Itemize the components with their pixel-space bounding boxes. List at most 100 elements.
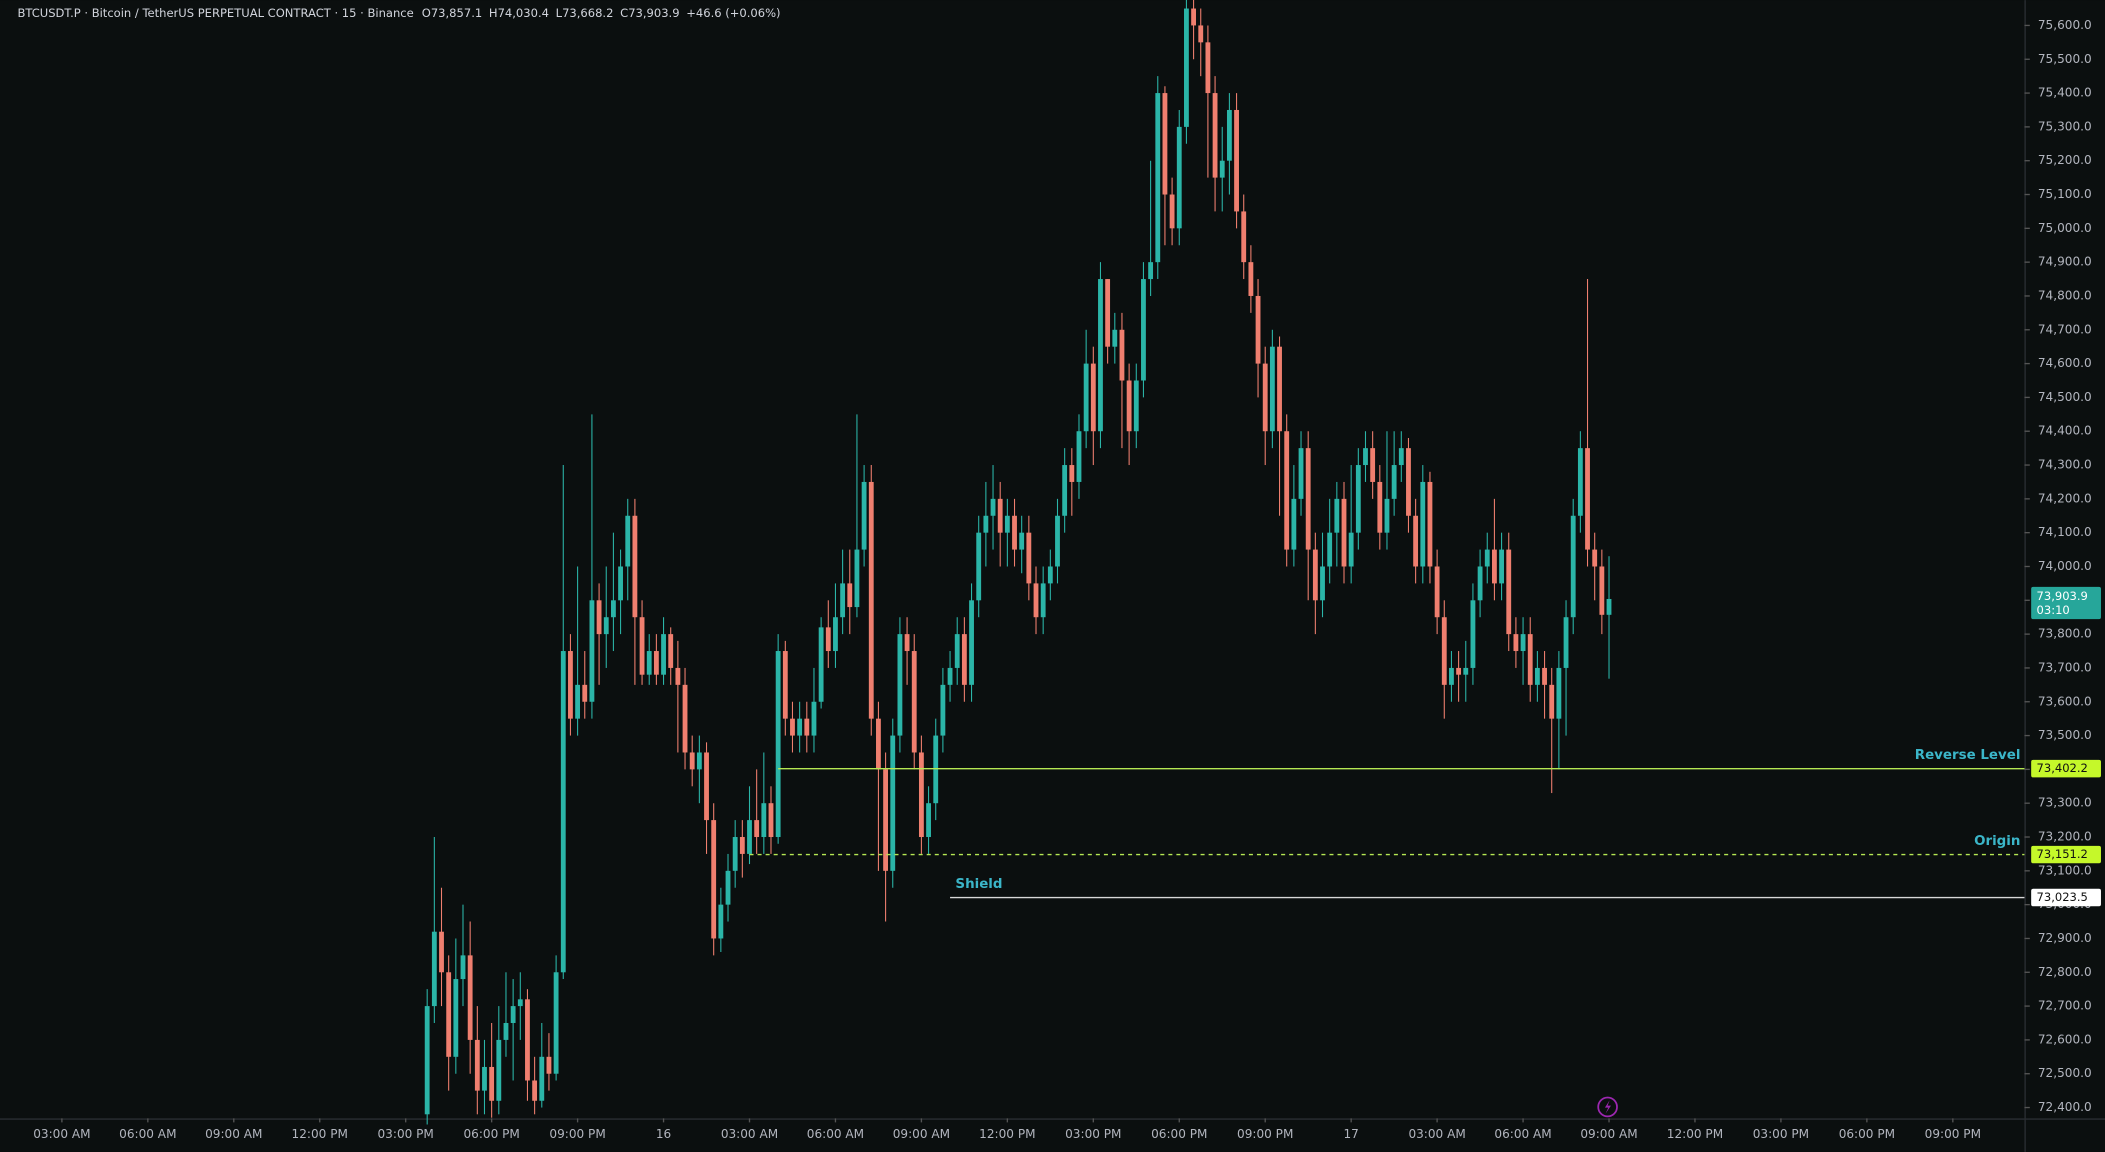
- readout-value: L73,668.2: [556, 6, 614, 20]
- ohlc-readout: O73,857.1 H74,030.4 L73,668.2 C73,903.9 +46.…: [422, 6, 781, 20]
- candle-body: [460, 955, 466, 980]
- candle-body: [868, 481, 874, 719]
- candle-body: [1241, 211, 1247, 263]
- candle-body: [553, 972, 559, 1074]
- candle-body: [682, 684, 688, 753]
- candle-body: [482, 1066, 487, 1091]
- candle-body: [876, 718, 881, 770]
- candle-body: [532, 1080, 538, 1101]
- y-tick-label: 73,100.0: [2038, 863, 2092, 877]
- y-tick-label: 75,300.0: [2038, 119, 2092, 133]
- candle-body: [1398, 448, 1404, 466]
- candle-body: [446, 972, 452, 1057]
- x-tick-label: 17: [1343, 1127, 1358, 1141]
- candle-body: [1155, 93, 1161, 263]
- candle-body: [1004, 515, 1010, 533]
- candle-body: [1248, 262, 1254, 296]
- y-tick-label: 72,900.0: [2038, 931, 2092, 945]
- candle-body: [1377, 481, 1383, 533]
- candle-body: [1047, 566, 1053, 584]
- level-name: Reverse Level: [1915, 748, 2021, 763]
- candle-body: [1420, 481, 1426, 567]
- candle-body: [1363, 448, 1368, 466]
- candle-body: [861, 481, 867, 550]
- candle-body: [918, 752, 924, 838]
- x-tick-label: 06:00 PM: [1151, 1127, 1207, 1141]
- y-tick-label: 75,400.0: [2038, 86, 2092, 100]
- y-tick-label: 72,400.0: [2038, 1100, 2092, 1114]
- candle-body: [1542, 667, 1547, 685]
- candle-body: [1449, 667, 1454, 685]
- candle-body: [997, 498, 1003, 533]
- candle-body: [639, 617, 645, 675]
- candle-body: [911, 651, 917, 753]
- y-tick-label: 74,800.0: [2038, 288, 2092, 302]
- candle-body: [575, 684, 581, 719]
- y-tick-label: 74,700.0: [2038, 322, 2092, 336]
- candle-body: [546, 1056, 552, 1074]
- candle-body: [1069, 465, 1075, 482]
- candle-body: [1434, 566, 1440, 618]
- candle-body: [1083, 363, 1089, 432]
- alert-icon[interactable]: [1597, 1096, 1618, 1118]
- candle-body: [1184, 8, 1189, 127]
- candle-body: [1076, 431, 1082, 482]
- candle-body: [890, 735, 896, 871]
- x-tick-label: 06:00 AM: [1494, 1127, 1551, 1141]
- candle-body: [1491, 549, 1497, 584]
- candle-body: [990, 498, 996, 516]
- candle-body: [661, 634, 666, 675]
- candle-body: [854, 549, 860, 608]
- y-tick-label: 74,900.0: [2038, 255, 2092, 269]
- candle-body: [1162, 93, 1168, 195]
- x-tick-label: 09:00 PM: [1237, 1127, 1293, 1141]
- candle-body: [739, 837, 745, 854]
- candle-body: [732, 837, 738, 871]
- readout-value: +46.6 (+0.06%): [686, 6, 780, 20]
- candle-body: [1291, 498, 1297, 550]
- candle-body: [1212, 93, 1218, 178]
- candle-body: [582, 684, 588, 702]
- candle-body: [818, 627, 824, 702]
- y-tick-label: 72,500.0: [2038, 1066, 2092, 1080]
- candle-body: [603, 617, 609, 635]
- candle-body: [1098, 279, 1103, 432]
- y-tick-label: 73,700.0: [2038, 660, 2092, 674]
- candle-body: [1176, 126, 1182, 229]
- level-price-label: 73,151.2: [2037, 847, 2088, 861]
- candle-body: [1606, 598, 1612, 615]
- y-tick-label: 73,800.0: [2038, 627, 2092, 641]
- x-tick-label: 12:00 PM: [979, 1127, 1035, 1141]
- candle-body: [1413, 515, 1419, 567]
- candle-body: [1219, 160, 1225, 178]
- candle-body: [525, 999, 530, 1081]
- candle-body: [833, 617, 838, 652]
- candle-body: [1234, 109, 1239, 212]
- candle-body: [933, 735, 939, 804]
- candle-body: [1384, 498, 1390, 533]
- readout-value: O73,857.1: [422, 6, 482, 20]
- candle-body: [1341, 498, 1347, 567]
- x-tick-label: 03:00 AM: [33, 1127, 90, 1141]
- x-tick-label: 16: [656, 1127, 671, 1141]
- y-tick-label: 74,600.0: [2038, 356, 2092, 370]
- level-price-label: 73,402.2: [2037, 761, 2088, 775]
- candle-body: [646, 651, 652, 675]
- candle-body: [811, 701, 817, 736]
- candle-body: [1033, 583, 1039, 618]
- candle-body: [1112, 329, 1118, 347]
- x-tick-label: 03:00 AM: [1408, 1127, 1465, 1141]
- x-tick-label: 09:00 PM: [1925, 1127, 1981, 1141]
- candle-body: [510, 1006, 516, 1023]
- candle-body: [1427, 481, 1433, 567]
- candle-body: [704, 752, 709, 821]
- candle-body: [1527, 634, 1533, 685]
- candle-body: [904, 634, 910, 652]
- candle-body: [883, 769, 889, 871]
- candle-body: [797, 718, 803, 736]
- y-tick-label: 72,800.0: [2038, 965, 2092, 979]
- candle-body: [1126, 380, 1132, 432]
- candle-body: [1198, 25, 1204, 43]
- level-price-box: [2031, 888, 2101, 907]
- candle-body: [1391, 465, 1397, 499]
